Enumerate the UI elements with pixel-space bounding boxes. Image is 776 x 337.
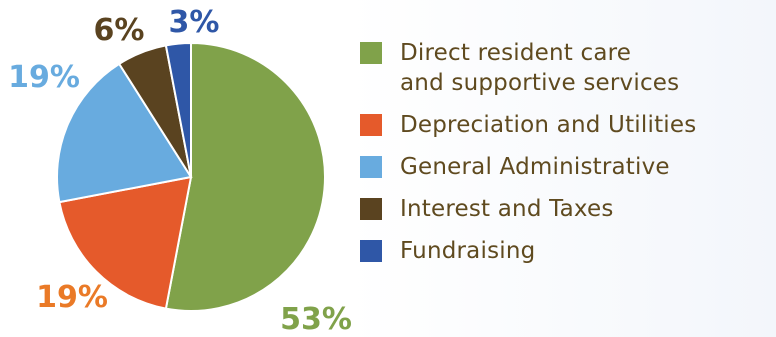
legend-label-interest-taxes: Interest and Taxes (400, 196, 614, 222)
pie-slice-general-administrative (56, 62, 193, 204)
legend-label-direct-resident-care: Direct resident care and supportive serv… (400, 40, 680, 96)
pie-slice-fundraising (164, 41, 192, 178)
legend-swatch-interest-taxes (360, 198, 382, 220)
pie-slice-depreciation-utilities (58, 175, 193, 310)
data-label-direct-resident-care: 53% (280, 302, 352, 337)
legend-swatch-fundraising (360, 240, 382, 262)
data-label-depreciation-utilities: 19% (36, 280, 108, 315)
legend-label-depreciation-utilities: Depreciation and Utilities (400, 112, 697, 138)
legend-label-fundraising: Fundraising (400, 238, 536, 264)
legend: Direct resident care and supportive serv… (360, 38, 770, 278)
legend-swatch-depreciation-utilities (360, 114, 382, 136)
legend-item-depreciation-utilities: Depreciation and Utilities (360, 110, 770, 140)
legend-item-interest-taxes: Interest and Taxes (360, 194, 770, 224)
legend-label-general-administrative: General Administrative (400, 154, 670, 180)
data-label-fundraising: 3% (169, 5, 220, 40)
legend-item-general-administrative: General Administrative (360, 152, 770, 182)
data-label-general-administrative: 19% (8, 60, 80, 95)
legend-swatch-direct-resident-care (360, 42, 382, 64)
legend-item-fundraising: Fundraising (360, 236, 770, 266)
data-label-interest-taxes: 6% (94, 13, 145, 48)
pie-slice-direct-resident-care (164, 41, 326, 312)
legend-swatch-general-administrative (360, 156, 382, 178)
legend-item-direct-resident-care: Direct resident care and supportive serv… (360, 38, 770, 98)
